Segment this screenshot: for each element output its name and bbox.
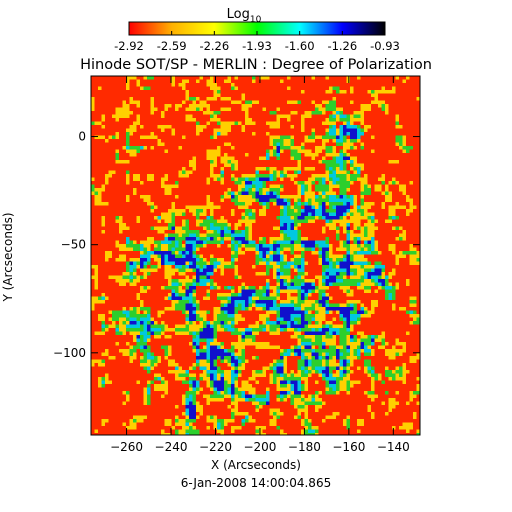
colorbar-tick-label: -2.26 xyxy=(199,39,229,53)
colorbar-tick-label: -1.93 xyxy=(242,39,272,53)
chart-title: Hinode SOT/SP - MERLIN : Degree of Polar… xyxy=(80,57,432,73)
x-axis: −260 −240 −220 −200 −180 −160 −140 xyxy=(110,76,410,454)
x-tick-label: −240 xyxy=(155,440,188,454)
colorbar-ticks: -2.92 -2.59 -2.26 -1.93 -1.60 -1.26 -0.93 xyxy=(114,31,400,53)
plot-frame xyxy=(90,75,421,436)
colorbar-tick-label: -1.60 xyxy=(285,39,315,53)
x-tick-label: −200 xyxy=(243,440,276,454)
y-tick-label: 0 xyxy=(78,130,86,144)
x-tick-label: −160 xyxy=(332,440,365,454)
colorbar-tick-label: -1.26 xyxy=(327,39,357,53)
x-axis-label: X (Arcseconds) xyxy=(211,458,301,472)
x-tick-label: −220 xyxy=(199,440,232,454)
colorbar-tick-label: -2.92 xyxy=(114,39,144,53)
colorbar-tick-label: -2.59 xyxy=(157,39,187,53)
y-axis-label: Y (Arcseconds) xyxy=(1,212,15,302)
colorbar-tick-label: -0.93 xyxy=(370,39,400,53)
colorbar-label: Log10 xyxy=(227,7,262,25)
heatmap-image xyxy=(91,76,420,435)
y-axis: 0 −50 −100 xyxy=(53,130,420,360)
observation-timestamp: 6-Jan-2008 14:00:04.865 xyxy=(181,476,331,490)
x-tick-label: −260 xyxy=(110,440,143,454)
y-tick-label: −100 xyxy=(53,346,86,360)
y-tick-label: −50 xyxy=(61,238,86,252)
x-tick-label: −140 xyxy=(377,440,410,454)
x-tick-label: −180 xyxy=(288,440,321,454)
